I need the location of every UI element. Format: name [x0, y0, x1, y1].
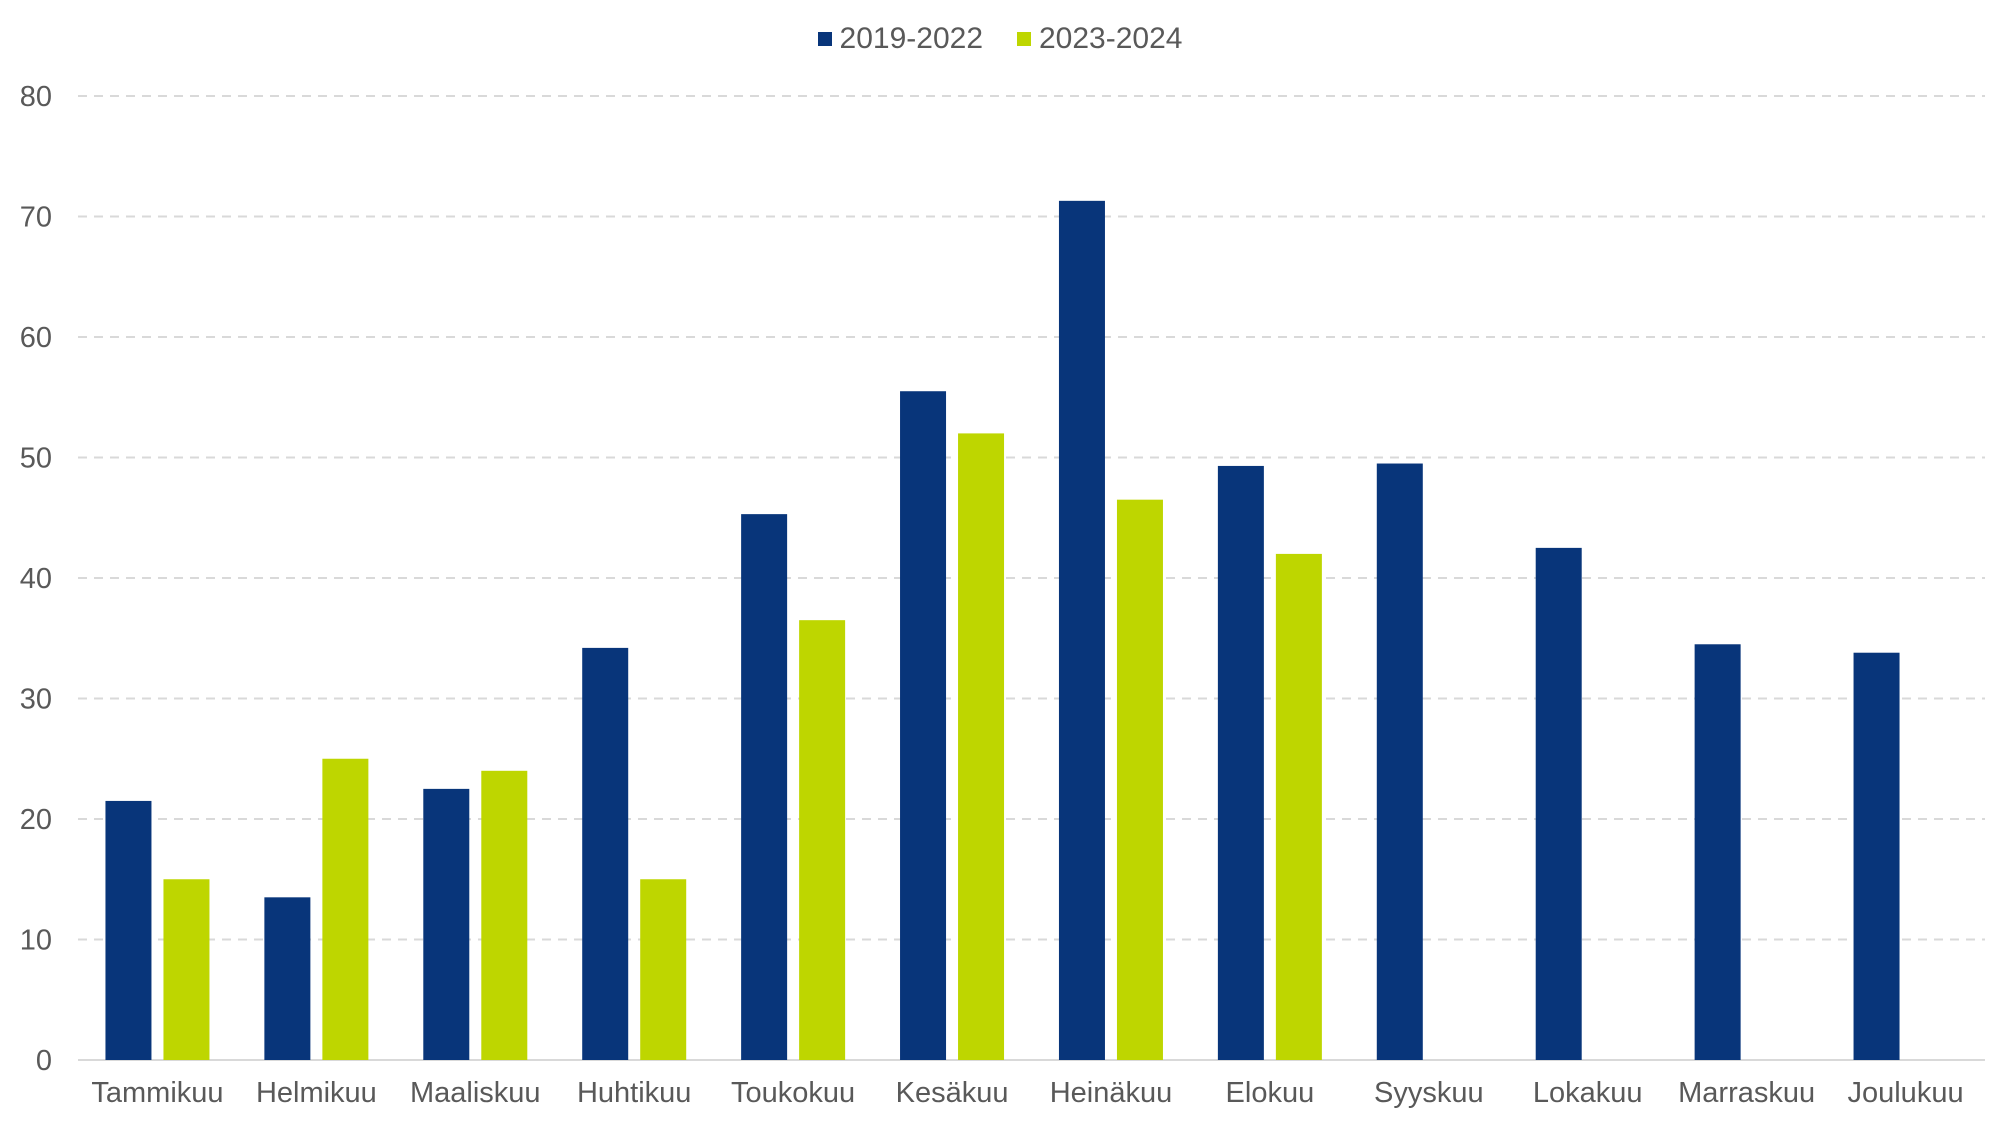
bar-series-1-5: [900, 391, 947, 1061]
x-tick-label: Syyskuu: [1374, 1077, 1484, 1109]
y-tick-label: 80: [20, 81, 52, 113]
bar-series-1-1: [264, 897, 311, 1060]
legend-swatch-series-2: [1017, 32, 1031, 46]
bar-series-1-7: [1217, 465, 1264, 1060]
y-tick-label: 30: [20, 684, 52, 716]
bar-series-1-3: [582, 647, 629, 1060]
x-tick-label: Toukokuu: [731, 1077, 855, 1109]
y-tick-label: 0: [36, 1045, 52, 1077]
bar-series-2-0: [163, 879, 210, 1060]
x-tick-label: Elokuu: [1226, 1077, 1315, 1109]
x-tick-label: Huhtikuu: [577, 1077, 691, 1109]
bar-series-2-1: [322, 758, 369, 1060]
bar-series-2-5: [958, 433, 1005, 1060]
x-tick-label: Helmikuu: [256, 1077, 377, 1109]
legend-item-series-1: 2019-2022: [817, 22, 983, 56]
bar-series-1-4: [741, 514, 788, 1060]
legend: 2019-2022 2023-2024: [0, 22, 2000, 56]
y-tick-label: 10: [20, 925, 52, 957]
x-tick-label: Maaliskuu: [410, 1077, 541, 1109]
x-tick-label: Heinäkuu: [1050, 1077, 1173, 1109]
bar-series-1-9: [1535, 547, 1582, 1060]
x-tick-label: Lokakuu: [1533, 1077, 1643, 1109]
y-tick-label: 60: [20, 322, 52, 354]
bar-series-2-7: [1275, 553, 1322, 1060]
x-tick-label: Joulukuu: [1847, 1077, 1963, 1109]
bar-series-1-10: [1694, 644, 1741, 1060]
bar-series-1-6: [1058, 200, 1105, 1060]
bar-series-2-3: [640, 879, 687, 1060]
y-tick-label: 70: [20, 202, 52, 234]
y-tick-label: 40: [20, 563, 52, 595]
legend-item-series-2: 2023-2024: [1017, 22, 1182, 56]
bar-series-1-11: [1853, 652, 1900, 1060]
legend-swatch-series-1: [817, 32, 832, 46]
bar-series-1-0: [105, 800, 152, 1060]
x-tick-label: Marraskuu: [1678, 1077, 1815, 1109]
legend-label-series-2: 2023-2024: [1039, 22, 1183, 55]
y-tick-label: 50: [20, 443, 52, 475]
bar-series-2-6: [1116, 499, 1163, 1060]
bar-series-2-2: [481, 770, 528, 1060]
bar-series-1-8: [1376, 463, 1423, 1060]
bar-series-1-2: [423, 788, 470, 1060]
x-tick-label: Kesäkuu: [896, 1077, 1009, 1109]
y-tick-label: 20: [20, 804, 52, 836]
x-tick-label: Tammikuu: [91, 1077, 223, 1109]
bar-series-2-4: [799, 620, 846, 1060]
legend-label-series-1: 2019-2022: [839, 22, 983, 55]
